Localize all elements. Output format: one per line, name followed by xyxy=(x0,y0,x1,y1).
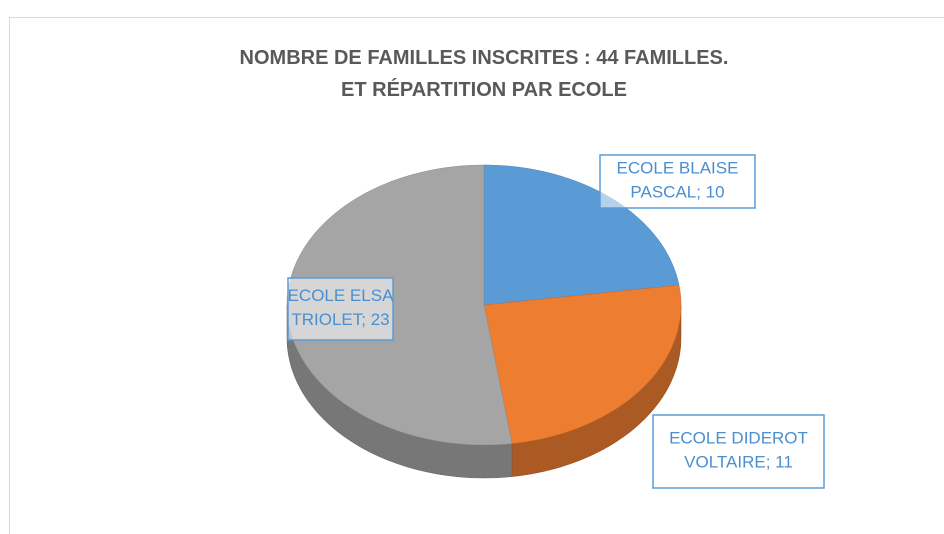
data-label-box xyxy=(287,277,394,341)
slice xyxy=(483,284,682,444)
data-label-box xyxy=(599,154,756,209)
chart-title: NOMBRE DE FAMILLES INSCRITES : 44 FAMILL… xyxy=(240,47,729,69)
chart-title: ET RÉPARTITION PAR ECOLE xyxy=(341,78,627,101)
data-label: ECOLE DIDEROT VOLTAIRE; 11 xyxy=(669,429,808,472)
data-label: ECOLE BLAISE PASCAL; 10 xyxy=(617,159,739,202)
data-label: ECOLE ELSA TRIOLET; 23 xyxy=(288,286,394,329)
data-label-box xyxy=(652,414,825,489)
